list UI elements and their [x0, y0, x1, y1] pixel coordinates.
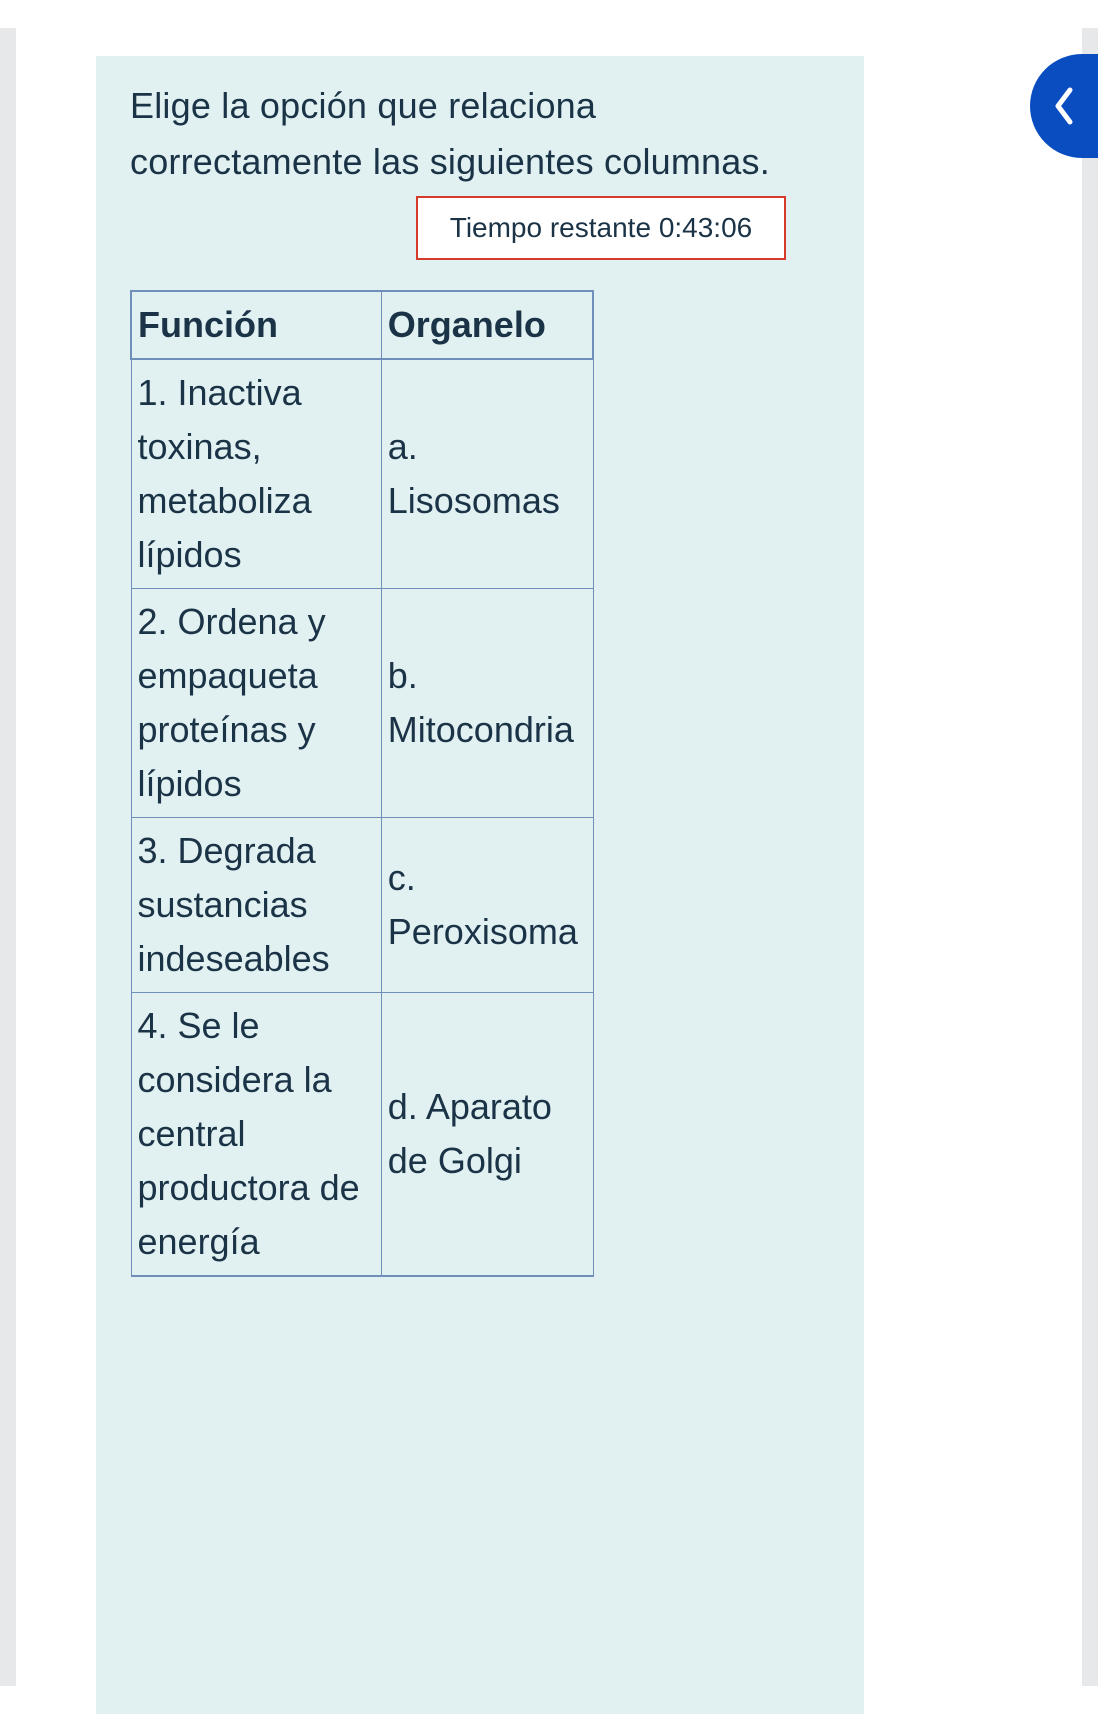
question-prompt: Elige la opción que relaciona correctame…: [130, 78, 830, 190]
match-table: Función Organelo 1. Inactiva toxinas, me…: [130, 290, 594, 1277]
cell-funcion: 1. Inactiva toxinas, metaboliza lípidos: [131, 359, 381, 589]
cell-funcion: 3. Degrada sustancias indeseables: [131, 818, 381, 993]
table-row: 1. Inactiva toxinas, metaboliza lípidos …: [131, 359, 593, 589]
header-organelo: Organelo: [381, 291, 593, 359]
cell-funcion: 2. Ordena y empaqueta proteínas y lípido…: [131, 589, 381, 818]
table-header-row: Función Organelo: [131, 291, 593, 359]
cell-funcion: 4. Se le considera la central productora…: [131, 993, 381, 1277]
timer-label: Tiempo restante: [450, 212, 651, 244]
timer-value: 0:43:06: [659, 212, 752, 244]
cell-organelo: d. Aparato de Golgi: [381, 993, 593, 1277]
cell-organelo: b. Mitocondria: [381, 589, 593, 818]
chevron-left-icon: [1051, 86, 1077, 126]
page-frame: Elige la opción que relaciona correctame…: [16, 28, 1082, 1686]
header-funcion: Función: [131, 291, 381, 359]
table-row: 4. Se le considera la central productora…: [131, 993, 593, 1277]
timer-box: Tiempo restante 0:43:06: [416, 196, 786, 260]
cell-organelo: c. Peroxisoma: [381, 818, 593, 993]
cell-organelo: a. Lisosomas: [381, 359, 593, 589]
table-row: 2. Ordena y empaqueta proteínas y lípido…: [131, 589, 593, 818]
table-row: 3. Degrada sustancias indeseables c. Per…: [131, 818, 593, 993]
gutter-left: [0, 28, 16, 1686]
gutter-right: [1082, 28, 1098, 1686]
